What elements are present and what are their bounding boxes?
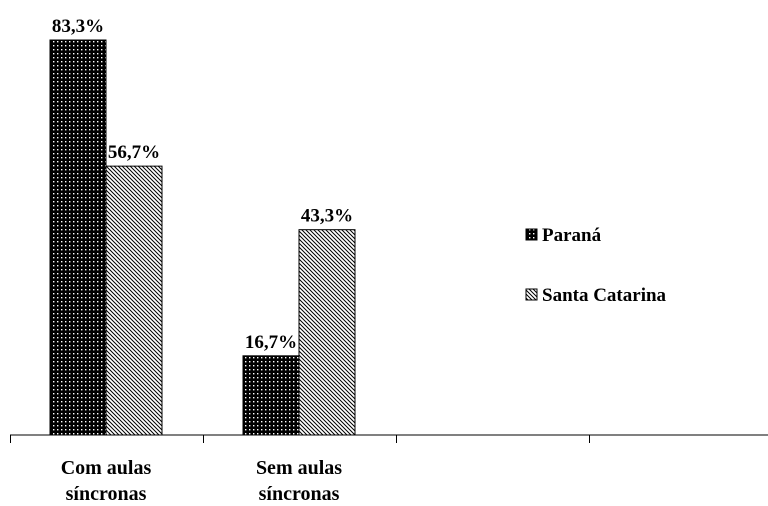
x-tick-label: Sem aulas síncronas: [255, 457, 343, 505]
value-label: 83,3%: [52, 16, 104, 37]
legend-swatch: [525, 288, 538, 301]
x-tick-label: Com aulas síncronas: [60, 457, 152, 505]
bar: [298, 229, 356, 436]
bar: [242, 355, 300, 436]
bar: [105, 165, 163, 436]
legend-swatch: [525, 228, 538, 241]
legend-label: Paraná: [542, 225, 602, 246]
value-label: 43,3%: [301, 206, 353, 227]
value-label: 56,7%: [108, 142, 160, 163]
value-label: 16,7%: [245, 332, 297, 353]
legend-label: Santa Catarina: [542, 285, 667, 306]
bar: [49, 39, 107, 436]
